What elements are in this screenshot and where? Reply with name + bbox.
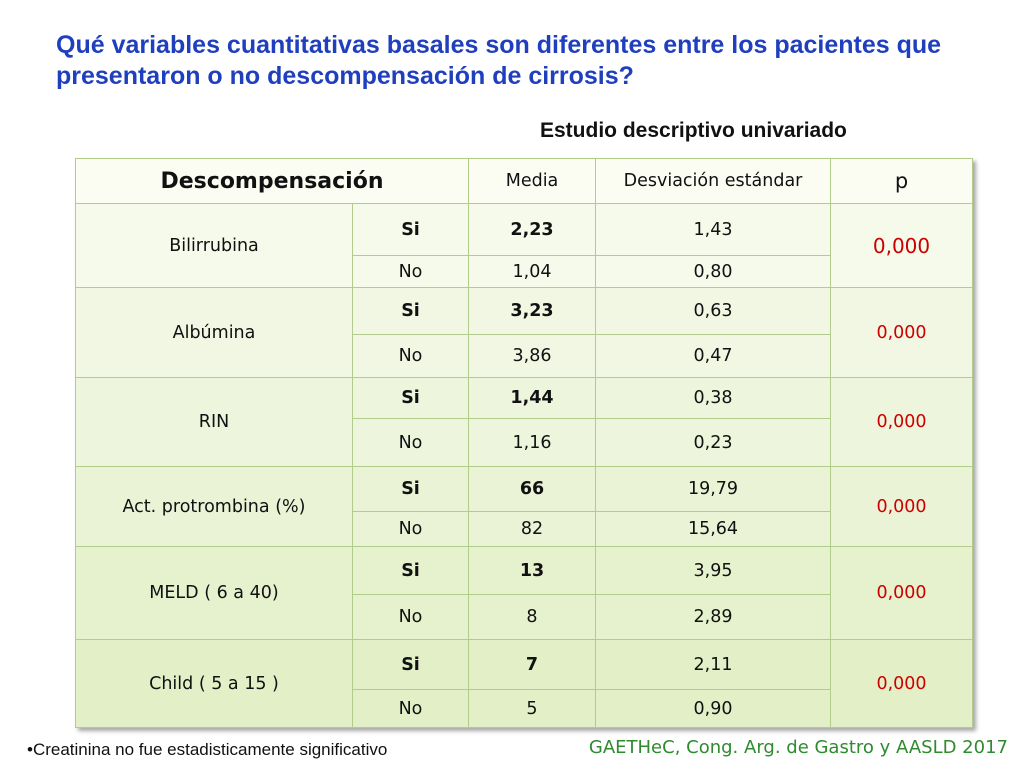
p-value: 0,000: [830, 377, 973, 467]
variable-label: Bilirrubina: [75, 203, 353, 288]
mean-value: 3,86: [468, 334, 596, 378]
table-row: No 1,16 0,23: [76, 418, 973, 467]
table-row: No 82 15,64: [76, 511, 973, 547]
mean-value: 1,44: [468, 377, 596, 419]
table-row: MELD ( 6 a 40) Si 13 3,95 0,000: [75, 546, 973, 640]
sd-value: 2,89: [595, 594, 831, 640]
source-citation: GAETHeC, Cong. Arg. de Gastro y AASLD 20…: [588, 737, 1008, 758]
mean-value: 8: [468, 594, 596, 640]
slide-subtitle: Estudio descriptivo univariado: [540, 119, 847, 142]
sd-value: 0,63: [595, 287, 831, 335]
mean-value: 7: [468, 639, 596, 690]
sd-value: 1,43: [595, 203, 831, 256]
group-no-label: No: [352, 334, 469, 378]
mean-value: 2,23: [468, 203, 596, 256]
group-si-label: Si: [352, 377, 469, 419]
sd-value: 19,79: [595, 466, 831, 512]
group-no-label: No: [352, 594, 469, 640]
p-value: 0,000: [830, 546, 973, 640]
mean-value: 1,16: [468, 418, 596, 467]
sd-value: 0,90: [595, 689, 831, 728]
group-si-label: Si: [352, 203, 469, 256]
variable-label: Act. protrombina (%): [75, 466, 353, 547]
mean-value: 13: [468, 546, 596, 595]
sd-value: 0,23: [595, 418, 831, 467]
table-header-row: Descompensación Media Desviación estánda…: [75, 158, 973, 204]
table-row: Act. protrombina (%) Si 66 19,79 0,000: [75, 466, 973, 547]
table-row: Bilirrubina Si 2,23 1,43 0,000: [75, 203, 973, 288]
sd-value: 0,80: [595, 255, 831, 288]
sd-value: 0,47: [595, 334, 831, 378]
variable-label: Child ( 5 a 15 ): [75, 639, 353, 728]
sd-value: 15,64: [595, 511, 831, 547]
slide-title: Qué variables cuantitativas basales son …: [56, 31, 942, 90]
table-row: Child ( 5 a 15 ) Si 7 2,11 0,000: [75, 639, 973, 728]
p-value: 0,000: [830, 639, 973, 728]
group-si-label: Si: [352, 639, 469, 690]
mean-value: 66: [468, 466, 596, 512]
group-no-label: No: [352, 418, 469, 467]
sd-value: 3,95: [595, 546, 831, 595]
results-table: Descompensación Media Desviación estánda…: [75, 158, 973, 728]
group-no-label: No: [352, 511, 469, 547]
variable-label: MELD ( 6 a 40): [75, 546, 353, 640]
table-row: No 5 0,90: [76, 689, 973, 728]
sd-value: 2,11: [595, 639, 831, 690]
table-row: No 1,04 0,80: [76, 255, 973, 288]
group-no-label: No: [352, 689, 469, 728]
mean-value: 3,23: [468, 287, 596, 335]
footnote: •Creatinina no fue estadisticamente sign…: [27, 740, 388, 759]
group-si-label: Si: [352, 287, 469, 335]
variable-label: Albúmina: [75, 287, 353, 378]
p-value: 0,000: [830, 287, 973, 378]
variable-label: RIN: [75, 377, 353, 467]
group-no-label: No: [352, 255, 469, 288]
sd-value: 0,38: [595, 377, 831, 419]
header-descompensacion: Descompensación: [75, 158, 469, 204]
group-si-label: Si: [352, 546, 469, 595]
table-row: RIN Si 1,44 0,38 0,000: [75, 377, 973, 467]
p-value: 0,000: [830, 466, 973, 547]
header-p: p: [830, 158, 973, 204]
mean-value: 1,04: [468, 255, 596, 288]
group-si-label: Si: [352, 466, 469, 512]
table-row: Albúmina Si 3,23 0,63 0,000: [75, 287, 973, 378]
table-row: No 8 2,89: [76, 594, 973, 640]
header-desviacion: Desviación estándar: [595, 158, 831, 204]
mean-value: 5: [468, 689, 596, 728]
p-value: 0,000: [830, 203, 973, 288]
header-media: Media: [468, 158, 596, 204]
mean-value: 82: [468, 511, 596, 547]
table-row: No 3,86 0,47: [76, 334, 973, 378]
